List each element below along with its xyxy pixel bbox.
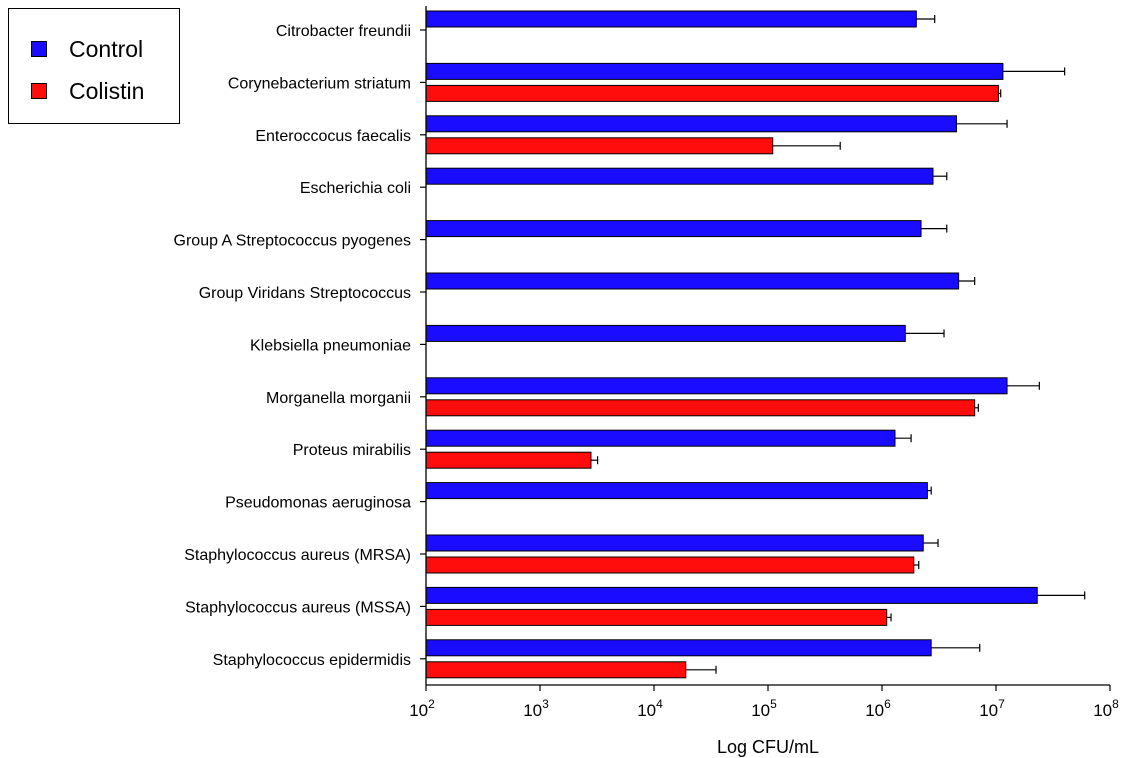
category-label: Group A Streptococcus pyogenes <box>174 233 411 250</box>
x-axis-label: Log CFU/mL <box>717 737 819 757</box>
legend-label-control: Control <box>69 35 144 62</box>
legend-label-colistin: Colistin <box>69 77 145 104</box>
category-label: Staphylococcus aureus (MRSA) <box>184 547 411 564</box>
category-label: Citrobacter freundii <box>276 23 411 40</box>
category-label: Staphylococcus epidermidis <box>213 652 411 669</box>
legend-item-control: Control <box>31 35 143 63</box>
category-label: Corynebacterium striatum <box>228 75 411 92</box>
bar-control <box>425 482 928 500</box>
x-tick-label: 106 <box>865 697 891 720</box>
bar-control <box>425 167 934 185</box>
x-tick-label: 103 <box>523 697 549 720</box>
x-tick-label: 108 <box>1093 697 1119 720</box>
legend-swatch-control <box>31 41 47 57</box>
bar-colistin <box>425 661 687 679</box>
category-label: Klebsiella pneumoniae <box>250 337 411 354</box>
bar-control <box>425 272 960 290</box>
category-label: Proteus mirabilis <box>293 442 411 459</box>
x-tick-label: 107 <box>979 697 1005 720</box>
category-label: Morganella morganii <box>266 390 411 407</box>
legend: Control Colistin <box>8 8 180 124</box>
x-tick-label: 102 <box>409 697 435 720</box>
bar-control <box>425 586 1038 604</box>
legend-item-colistin: Colistin <box>31 77 144 105</box>
bar-control <box>425 220 922 238</box>
bar-control <box>425 377 1008 395</box>
category-label: Enteroccocus faecalis <box>255 128 411 145</box>
bars-layer <box>425 10 1086 679</box>
bar-colistin <box>425 137 774 155</box>
bar-control <box>425 429 896 447</box>
legend-swatch-colistin <box>31 83 47 99</box>
category-label: Escherichia coli <box>300 180 411 197</box>
bar-control <box>425 639 932 657</box>
category-label: Staphylococcus aureus (MSSA) <box>185 599 411 616</box>
x-tick-label: 104 <box>637 697 663 720</box>
bar-colistin <box>425 451 592 469</box>
bar-colistin <box>425 556 915 574</box>
category-label: Group Viridans Streptococcus <box>199 285 411 302</box>
bar-colistin <box>425 399 976 417</box>
bar-control <box>425 534 924 552</box>
bar-control <box>425 324 906 342</box>
bar-control <box>425 115 957 133</box>
bar-control <box>425 62 1004 80</box>
bar-colistin <box>425 84 999 102</box>
x-tick-label: 105 <box>751 697 777 720</box>
category-label: Pseudomonas aeruginosa <box>225 495 411 512</box>
axis-layer: Citrobacter freundii Corynebacterium stri… <box>174 6 1119 720</box>
bar-colistin <box>425 608 888 626</box>
bar-control <box>425 10 917 28</box>
